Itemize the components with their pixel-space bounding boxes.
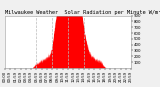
Text: Milwaukee Weather  Solar Radiation per Minute W/m²  (Last 24 Hours): Milwaukee Weather Solar Radiation per Mi… (5, 10, 160, 15)
